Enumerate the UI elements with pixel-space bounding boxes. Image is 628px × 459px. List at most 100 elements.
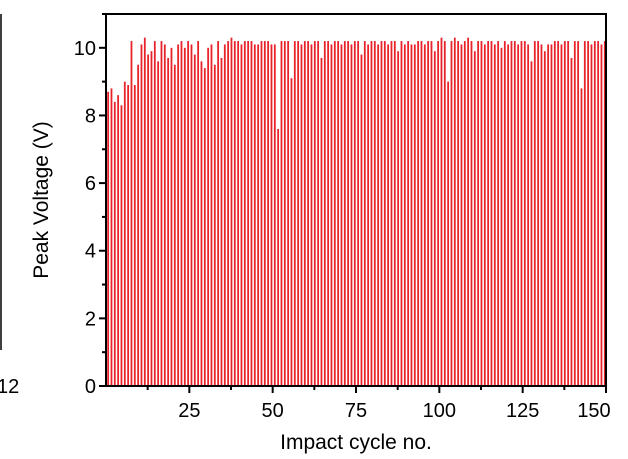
bar xyxy=(187,41,190,387)
bar xyxy=(147,54,150,386)
bar xyxy=(130,41,133,387)
bar xyxy=(497,41,500,387)
bar xyxy=(313,41,316,387)
bar xyxy=(343,41,346,387)
y-tick-label: 10 xyxy=(74,38,96,60)
bar xyxy=(487,41,490,387)
bar xyxy=(427,41,430,387)
cut-off-tick-label: 12 xyxy=(0,376,19,398)
bar xyxy=(197,41,200,387)
bar xyxy=(217,41,220,387)
bar xyxy=(500,47,503,386)
bar xyxy=(363,41,366,387)
bar xyxy=(213,64,216,386)
bar xyxy=(387,44,390,386)
bar xyxy=(513,41,516,387)
bar xyxy=(557,41,560,387)
bar xyxy=(303,41,306,387)
y-tick-label: 6 xyxy=(85,173,96,195)
bar xyxy=(507,44,510,386)
bar xyxy=(450,41,453,387)
bar xyxy=(170,47,173,386)
bar xyxy=(153,41,156,387)
bar xyxy=(383,41,386,387)
bar xyxy=(410,44,413,386)
x-tick-label: 125 xyxy=(506,400,539,422)
bar xyxy=(273,44,276,386)
x-tick-label: 75 xyxy=(345,400,367,422)
bar xyxy=(503,41,506,387)
bar xyxy=(460,44,463,386)
bar xyxy=(470,41,473,387)
bar xyxy=(480,41,483,387)
bar xyxy=(297,41,300,387)
bar xyxy=(360,54,363,386)
bar xyxy=(207,47,210,386)
bar xyxy=(370,41,373,387)
bar xyxy=(430,41,433,387)
bar xyxy=(400,41,403,387)
bar xyxy=(230,37,233,387)
bar xyxy=(127,85,130,387)
bar xyxy=(250,41,253,387)
bar xyxy=(540,44,543,386)
bar xyxy=(167,57,170,387)
y-axis: 0 2 4 6 8 10 xyxy=(74,13,106,398)
bar xyxy=(527,44,530,386)
y-tick-label: 0 xyxy=(85,376,96,398)
bar xyxy=(160,41,163,387)
bar xyxy=(590,44,593,386)
bar xyxy=(340,44,343,386)
bar xyxy=(413,44,416,386)
bar xyxy=(157,61,160,386)
bar xyxy=(543,51,546,386)
bar xyxy=(220,57,223,387)
bar xyxy=(107,91,110,386)
bar xyxy=(377,44,380,386)
bar xyxy=(260,41,263,387)
bar xyxy=(473,51,476,386)
bar xyxy=(587,41,590,387)
bar xyxy=(367,44,370,386)
bar xyxy=(337,41,340,387)
bar xyxy=(233,41,236,387)
bar xyxy=(353,41,356,387)
x-tick-label: 150 xyxy=(577,400,610,422)
bar xyxy=(307,41,310,387)
bar xyxy=(463,41,466,387)
bar xyxy=(320,57,323,387)
y-tick-label: 2 xyxy=(85,308,96,330)
bar xyxy=(553,41,556,387)
bar xyxy=(293,41,296,387)
bar xyxy=(150,51,153,386)
bar xyxy=(257,44,260,386)
bar xyxy=(123,81,126,386)
bar xyxy=(310,44,313,386)
bar xyxy=(120,105,123,386)
y-axis-title: Peak Voltage (V) xyxy=(30,121,53,279)
bar xyxy=(263,41,266,387)
x-tick-label: 25 xyxy=(178,400,200,422)
bar xyxy=(510,41,513,387)
bar xyxy=(537,41,540,387)
bar xyxy=(323,41,326,387)
bar xyxy=(457,41,460,387)
bar xyxy=(520,41,523,387)
bar xyxy=(173,64,176,386)
bar xyxy=(393,41,396,387)
bar xyxy=(423,44,426,386)
bar xyxy=(200,61,203,386)
bar xyxy=(177,44,180,386)
bar xyxy=(477,41,480,387)
bar xyxy=(163,44,166,386)
bar xyxy=(117,95,120,386)
bar xyxy=(570,57,573,387)
bar xyxy=(327,41,330,387)
bar xyxy=(560,44,563,386)
x-tick-label: 50 xyxy=(262,400,284,422)
bar xyxy=(183,47,186,386)
bar xyxy=(530,61,533,386)
bar xyxy=(563,41,566,387)
bars-group xyxy=(107,37,606,387)
